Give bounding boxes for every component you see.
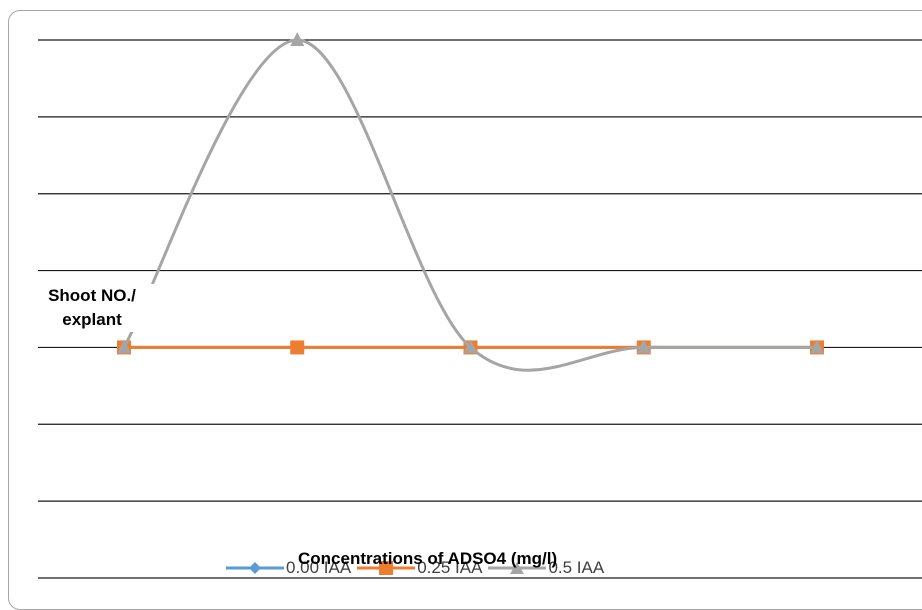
legend-swatch-0-5-iaa — [488, 562, 547, 574]
legend-label-0-25-iaa: 0.25 IAA — [417, 558, 483, 577]
legend-item-0-5-iaa: 0.5 IAA — [488, 558, 604, 578]
data-point-0-5-iaa-1 — [117, 339, 131, 354]
legend-swatch-0-00-iaa — [226, 562, 284, 574]
data-point-0-5-iaa-4 — [636, 339, 651, 354]
legend: 0.00 IAA 0.25 IAA 0.5 IAA — [226, 556, 610, 580]
chart-area — [8, 10, 922, 610]
legend-label-0-5-iaa: 0.5 IAA — [548, 558, 605, 577]
data-point-0-5-iaa-5 — [810, 339, 824, 354]
data-point-0-5-iaa-2 — [290, 32, 305, 46]
series-line-0-5-iaa — [122, 38, 817, 372]
legend-label-0-00-iaa: 0.00 IAA — [286, 558, 352, 577]
legend-swatch-0-25-iaa — [357, 561, 416, 575]
gridlines — [38, 39, 922, 579]
legend-item-0-00-iaa: 0.00 IAA — [226, 558, 351, 578]
series-layer — [117, 32, 824, 372]
y-axis-label: Shoot NO./ explant — [26, 284, 158, 332]
data-point-0-25-iaa-2 — [290, 340, 305, 355]
data-point-0-5-iaa-3 — [463, 339, 478, 354]
x-axis-label: Concentrations of ADSO4 (mg/l) — [298, 549, 558, 568]
y-axis-label-line-1: Shoot NO./ — [48, 286, 136, 305]
legend-item-0-25-iaa: 0.25 IAA — [357, 558, 482, 578]
y-axis-label-line-2: explant — [62, 310, 122, 329]
